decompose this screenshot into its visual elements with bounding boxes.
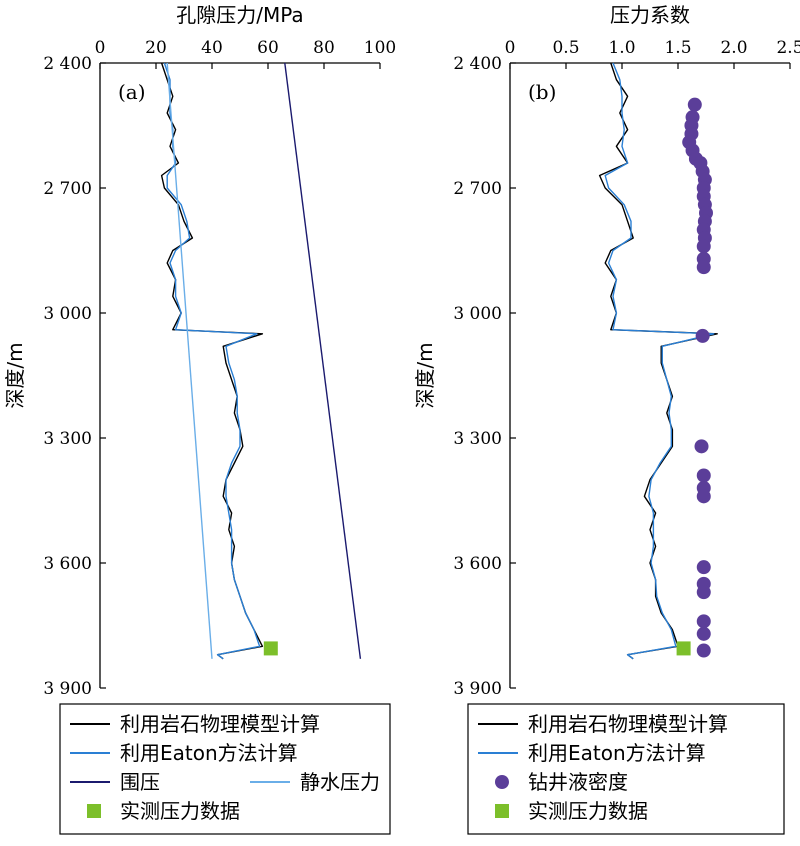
x-axis-title: 孔隙压力/MPa [176, 3, 303, 27]
x-tick-label: 0.5 [552, 38, 579, 58]
legend-label: 实测压力数据 [528, 799, 648, 823]
chart-panel-b: 0 0.5 1.0 1.5 2.0 2.5 2 400 2 700 3 000 3 300 3 60… [413, 3, 800, 835]
y-tick-label: 3 300 [43, 429, 92, 449]
y-axis-title: 深度/m [3, 342, 27, 408]
series-3-line [166, 62, 213, 659]
x-tick-label: 60 [257, 38, 279, 58]
series-2-point [696, 643, 711, 658]
x-tick-label: 2.0 [720, 38, 747, 58]
legend-box [59, 703, 391, 835]
y-tick-label: 3 000 [453, 304, 502, 324]
y-tick-label: 3 600 [43, 554, 92, 574]
x-axis-title: 压力系数 [610, 3, 690, 27]
legend-label: 围压 [120, 770, 160, 794]
y-tick-label: 3 900 [453, 679, 502, 699]
series-1-line [163, 62, 261, 660]
series-1-line [604, 62, 715, 660]
legend-box [467, 703, 785, 835]
series-0-line [160, 62, 264, 660]
y-tick-label: 2 700 [43, 179, 92, 199]
legend-label: 静水压力 [300, 770, 380, 794]
y-tick-label: 3 000 [43, 304, 92, 324]
x-tick-label: 40 [201, 38, 223, 58]
series-2-point [696, 260, 711, 275]
series-4-marker [263, 641, 278, 656]
y-tick-label: 2 400 [453, 54, 502, 74]
panel-label: (b) [528, 80, 556, 104]
x-tick-label: 2.5 [776, 38, 800, 58]
y-axis-title: 深度/m [413, 342, 437, 408]
panel-label: (a) [118, 80, 146, 104]
y-tick-label: 2 700 [453, 179, 502, 199]
series-2-point [696, 468, 711, 483]
series-2-point [695, 328, 710, 343]
legend-label: 利用Eaton方法计算 [120, 741, 298, 765]
legend-label: 实测压力数据 [120, 799, 240, 823]
x-tick-label: 80 [313, 38, 335, 58]
legend-label: 利用岩石物理模型计算 [120, 712, 320, 736]
series-2-point [694, 439, 709, 454]
y-tick-label: 2 400 [43, 54, 92, 74]
series-2-point [696, 626, 711, 641]
series-2-line [284, 62, 362, 659]
x-tick-label: 0 [95, 38, 106, 58]
series-2-point [696, 585, 711, 600]
x-tick-label: 20 [145, 38, 167, 58]
legend-swatch [495, 804, 509, 818]
y-tick-label: 3 600 [453, 554, 502, 574]
legend-swatch [495, 775, 509, 789]
legend-label: 利用Eaton方法计算 [528, 741, 706, 765]
y-tick-label: 3 300 [453, 429, 502, 449]
series-3-marker [676, 641, 691, 656]
x-tick-label: 0 [505, 38, 516, 58]
legend-label: 钻井液密度 [528, 770, 628, 794]
series-2-point [687, 97, 702, 112]
series-2-point [696, 614, 711, 629]
legend-label: 利用岩石物理模型计算 [528, 712, 728, 736]
chart-panel-a: 0 20 40 60 80 100 2 400 2 700 3 000 3 300 3 600 3 9… [3, 3, 396, 835]
series-2-point [696, 489, 711, 504]
series-2-point [696, 239, 711, 254]
x-tick-label: 100 [364, 38, 396, 58]
x-tick-label: 1.5 [664, 38, 691, 58]
y-tick-label: 3 900 [43, 679, 92, 699]
series-2-point [696, 560, 711, 575]
legend-swatch [87, 804, 101, 818]
x-tick-label: 1.0 [608, 38, 635, 58]
